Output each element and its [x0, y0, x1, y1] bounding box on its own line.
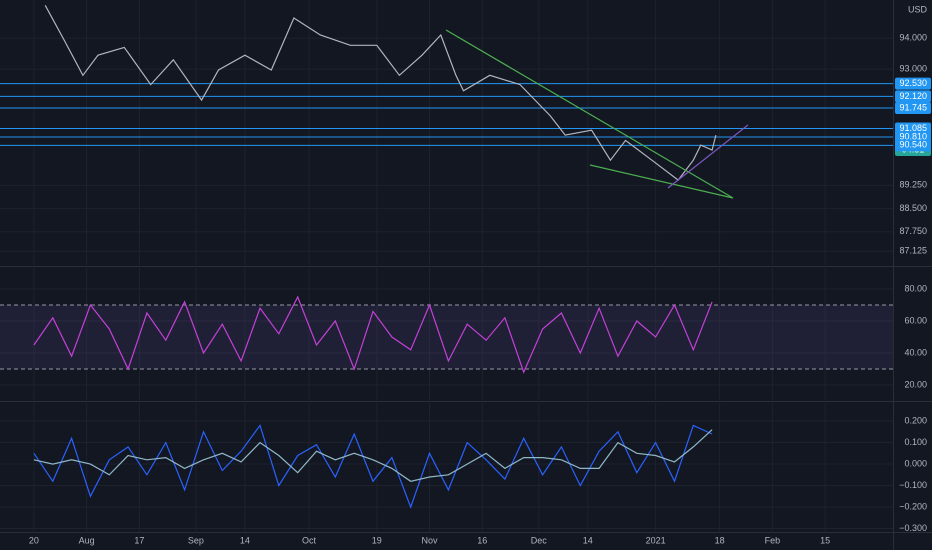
- x-tick-label: 2021: [646, 535, 666, 545]
- y-tick-label: 80.00: [904, 283, 927, 293]
- x-tick-label: Feb: [765, 535, 781, 545]
- x-tick-label: 20: [29, 535, 39, 545]
- trend-line: [589, 164, 734, 199]
- price-level-tag: [895, 102, 931, 115]
- price-level-tag: [895, 90, 931, 103]
- y-tick-label: 60.00: [904, 315, 927, 325]
- price-level-label: 90.540: [899, 140, 927, 150]
- price-line: [44, 5, 717, 181]
- y-tick-label: −0.100: [899, 480, 927, 490]
- x-tick-label: 19: [372, 535, 382, 545]
- x-tick-label: 18: [715, 535, 725, 545]
- x-tick-label: 17: [134, 535, 144, 545]
- price-level-label: 92.120: [899, 91, 927, 101]
- x-tick-label: Nov: [422, 535, 439, 545]
- x-tick-label: Oct: [302, 535, 317, 545]
- price-level-tag: [895, 139, 931, 152]
- currency-label[interactable]: USD: [908, 4, 928, 14]
- y-tick-label: 94.000: [899, 32, 927, 42]
- x-tick-label: Sep: [188, 535, 204, 545]
- price-level-tag: [895, 77, 931, 90]
- x-tick-label: 15: [820, 535, 830, 545]
- y-tick-label: 87.750: [899, 226, 927, 236]
- price-level-label: 91.085: [899, 123, 927, 133]
- y-tick-label: 93.000: [899, 63, 927, 73]
- x-tick-label: Dec: [531, 535, 548, 545]
- y-tick-label: 0.200: [904, 415, 927, 425]
- rsi-band: [0, 304, 893, 369]
- trend-line: [667, 124, 749, 189]
- y-tick-label: 20.00: [904, 379, 927, 389]
- price-level-label: 92.530: [899, 78, 927, 88]
- price-line: [33, 295, 713, 374]
- y-tick-label: −0.200: [899, 501, 927, 511]
- y-tick-label: −0.300: [899, 523, 927, 533]
- y-tick-label: 0.100: [904, 437, 927, 447]
- price-level-label: 91.745: [899, 102, 927, 112]
- y-tick-label: 88.500: [899, 203, 927, 213]
- price-level-label: 90.810: [899, 131, 927, 141]
- x-tick-label: Aug: [79, 535, 95, 545]
- x-tick-label: 14: [583, 535, 593, 545]
- y-tick-label: 40.00: [904, 347, 927, 357]
- trend-line: [445, 29, 734, 199]
- indicator-line: [33, 429, 713, 482]
- x-tick-label: 14: [240, 535, 250, 545]
- y-tick-label: 87.125: [899, 246, 927, 256]
- x-tick-label: 16: [477, 535, 487, 545]
- y-tick-label: 0.000: [904, 458, 927, 468]
- y-tick-label: 89.250: [899, 180, 927, 190]
- indicator-line: [33, 424, 713, 509]
